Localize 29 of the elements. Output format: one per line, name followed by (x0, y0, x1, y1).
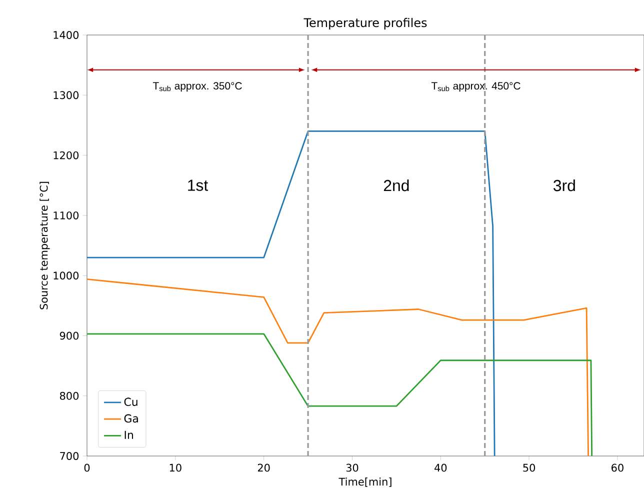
chart-title: Temperature profiles (304, 18, 427, 30)
annotation: 2nd (384, 180, 409, 192)
annotation: 1st (188, 180, 208, 191)
line-series (86, 333, 593, 457)
x-axis-title: Time[min] (338, 478, 392, 487)
x-tick-label: 60 (612, 464, 624, 472)
legend-label: Ga (124, 414, 138, 423)
legend-label: Cu (124, 398, 138, 406)
x-tick-label: 10 (170, 464, 182, 472)
y-tick-label: 1100 (54, 211, 79, 220)
y-tick-label: 1000 (54, 272, 79, 280)
y-tick-label: 800 (60, 392, 79, 400)
annotation: T$_{sub}$ approx. 450°C (431, 82, 520, 92)
x-tick-label: 40 (434, 464, 447, 472)
x-tick-label: 0 (84, 464, 90, 472)
y-tick-label: 900 (60, 332, 79, 340)
line-series (86, 278, 590, 457)
legend-label: In (124, 430, 133, 439)
x-tick-label: 30 (346, 464, 358, 472)
y-axis-title: Source temperature [°C] (40, 182, 50, 310)
line-series (86, 130, 496, 457)
annotation: T$_{sub}$ approx. 350°C (152, 82, 242, 92)
y-tick-label: 700 (60, 452, 79, 460)
y-tick-label: 1400 (54, 31, 79, 39)
x-tick-label: 20 (258, 464, 270, 472)
y-tick-label: 1300 (54, 91, 79, 100)
x-tick-label: 50 (523, 464, 536, 472)
y-tick-label: 1200 (54, 151, 79, 160)
annotation: 3rd (554, 180, 575, 192)
